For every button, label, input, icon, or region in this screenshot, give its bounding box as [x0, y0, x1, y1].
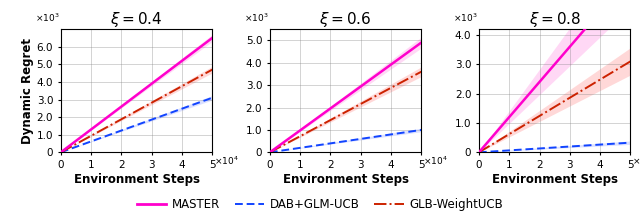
Legend: MASTER, DAB+GLM-UCB, GLB-WeightUCB: MASTER, DAB+GLM-UCB, GLB-WeightUCB [132, 193, 508, 216]
Title: $\xi = 0.8$: $\xi = 0.8$ [529, 10, 580, 29]
X-axis label: Environment Steps: Environment Steps [492, 173, 618, 186]
X-axis label: Environment Steps: Environment Steps [283, 173, 408, 186]
Text: $\times10^3$: $\times10^3$ [244, 12, 268, 24]
Text: $\times10^3$: $\times10^3$ [453, 12, 477, 24]
Text: $\times10^3$: $\times10^3$ [35, 12, 60, 24]
Text: $\times10^4$: $\times10^4$ [423, 155, 447, 167]
Y-axis label: Dynamic Regret: Dynamic Regret [21, 38, 34, 144]
X-axis label: Environment Steps: Environment Steps [74, 173, 200, 186]
Title: $\xi = 0.6$: $\xi = 0.6$ [319, 10, 372, 29]
Text: $\times10^4$: $\times10^4$ [214, 155, 239, 167]
Text: $\times10^4$: $\times10^4$ [632, 155, 640, 167]
Title: $\xi = 0.4$: $\xi = 0.4$ [110, 10, 163, 29]
